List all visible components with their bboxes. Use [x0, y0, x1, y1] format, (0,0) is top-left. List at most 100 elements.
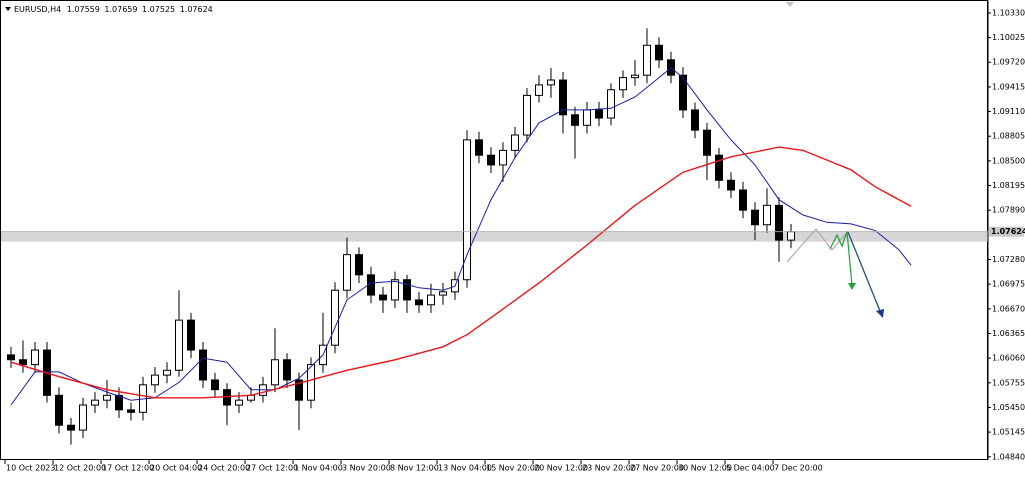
candle-body: [235, 399, 243, 406]
candle-body: [463, 139, 471, 281]
candle-body: [67, 424, 75, 431]
candle-body: [487, 154, 495, 166]
candle-body: [331, 289, 339, 346]
y-tick-label: 1.06060: [992, 354, 1025, 363]
x-tick-label: 23 Nov 20:00: [582, 464, 636, 473]
candle-body: [691, 109, 699, 131]
candle-body: [499, 149, 507, 166]
y-tick-label: 1.08805: [992, 132, 1025, 141]
candle-body: [571, 114, 579, 126]
y-tick-label: 1.04840: [992, 452, 1025, 461]
candle-body: [79, 404, 87, 431]
y-tick-label: 1.05145: [992, 428, 1025, 437]
arrow-head: [876, 309, 884, 318]
chart-header: EURUSD,H4 1.07559 1.07659 1.07525 1.0762…: [14, 5, 213, 14]
candle-body: [355, 254, 363, 276]
candle-body: [523, 94, 531, 136]
y-tick-label: 1.08195: [992, 181, 1025, 190]
candle-body: [727, 179, 735, 191]
candle-body: [583, 109, 591, 126]
x-tick-label: 15 Nov 20:00: [486, 464, 540, 473]
y-tick-label: 1.06975: [992, 280, 1025, 289]
x-tick-label: 8 Nov 12:00: [390, 464, 439, 473]
header-close: 1.07624: [180, 5, 213, 14]
y-tick-label: 1.09110: [992, 107, 1025, 116]
candle-body: [619, 77, 627, 91]
projection-green: [829, 231, 853, 286]
candle-body: [163, 369, 171, 376]
candle-body: [439, 291, 447, 296]
x-tick-label: 17 Oct 12:00: [102, 464, 154, 473]
header-high: 1.07659: [104, 5, 137, 14]
moving-average: [10, 67, 912, 406]
candle-body: [475, 139, 483, 156]
candle-body: [7, 354, 15, 361]
candle-body: [511, 134, 519, 151]
candle-body: [751, 209, 759, 226]
y-tick-label: 1.07890: [992, 206, 1025, 215]
candle-body: [55, 394, 63, 426]
candle-body: [187, 319, 195, 351]
candle-body: [547, 79, 555, 86]
x-tick-label: 20 Nov 12:00: [534, 464, 588, 473]
shift-marker: [786, 2, 794, 7]
candle-body: [211, 379, 219, 391]
x-tick-label: 24 Oct 20:00: [198, 464, 250, 473]
candle-body: [307, 364, 315, 401]
zone: [1, 231, 988, 242]
candle-body: [271, 359, 279, 386]
candle-body: [343, 254, 351, 291]
x-tick-label: 30 Nov 12:00: [678, 464, 732, 473]
candle-body: [643, 44, 651, 76]
y-tick-label: 1.07280: [992, 255, 1025, 264]
x-tick-label: 13 Nov 04:00: [438, 464, 492, 473]
y-tick-label: 1.08500: [992, 156, 1025, 165]
y-tick-label: 1.05450: [992, 403, 1025, 412]
candle-body: [655, 44, 663, 61]
y-tick-label: 1.06365: [992, 329, 1025, 338]
candle-body: [295, 379, 303, 401]
x-tick-label: 5 Dec 04:00: [726, 464, 775, 473]
y-tick-label: 1.09720: [992, 58, 1025, 67]
candle-body: [787, 231, 795, 241]
candle-body: [739, 189, 747, 211]
candle-body: [379, 294, 387, 301]
candle-body: [91, 399, 99, 406]
candle-body: [31, 349, 39, 366]
x-tick-label: 10 Oct 2023: [6, 464, 55, 473]
candle-body: [283, 359, 291, 381]
candle-body: [535, 84, 543, 96]
y-tick-label: 1.09415: [992, 82, 1025, 91]
x-tick-label: 27 Oct 12:00: [246, 464, 298, 473]
price-label: 1.07624: [991, 227, 1025, 236]
candle-body: [607, 89, 615, 119]
projection: [786, 228, 884, 318]
x-tick-label: 27 Nov 20:00: [630, 464, 684, 473]
x-tick-label: 1 Nov 04:00: [294, 464, 343, 473]
candle-body: [391, 279, 399, 301]
y-tick-label: 1.10025: [992, 33, 1025, 42]
projection-blue: [847, 231, 881, 312]
candle-body: [19, 359, 27, 366]
x-tick-label: 3 Nov 20:00: [342, 464, 391, 473]
menu-icon: [5, 7, 11, 11]
candle-body: [679, 74, 687, 111]
header-open: 1.07559: [67, 5, 100, 14]
moving-average: [10, 146, 912, 399]
y-tick-label: 1.10330: [992, 8, 1025, 17]
candle-body: [775, 204, 783, 241]
candle-body: [559, 79, 567, 116]
candle-body: [703, 129, 711, 156]
candle-body: [415, 299, 423, 306]
candle-body: [151, 374, 159, 386]
x-tick-label: 12 Oct 20:00: [54, 464, 106, 473]
candle-body: [103, 394, 111, 401]
candle-body: [115, 394, 123, 411]
plot-frame: [0, 0, 988, 460]
x-tick-label: 7 Dec 20:00: [774, 464, 823, 473]
candle-body: [763, 204, 771, 226]
candle-body: [595, 109, 603, 119]
candle-body: [127, 409, 135, 413]
arrow-head: [848, 283, 856, 290]
